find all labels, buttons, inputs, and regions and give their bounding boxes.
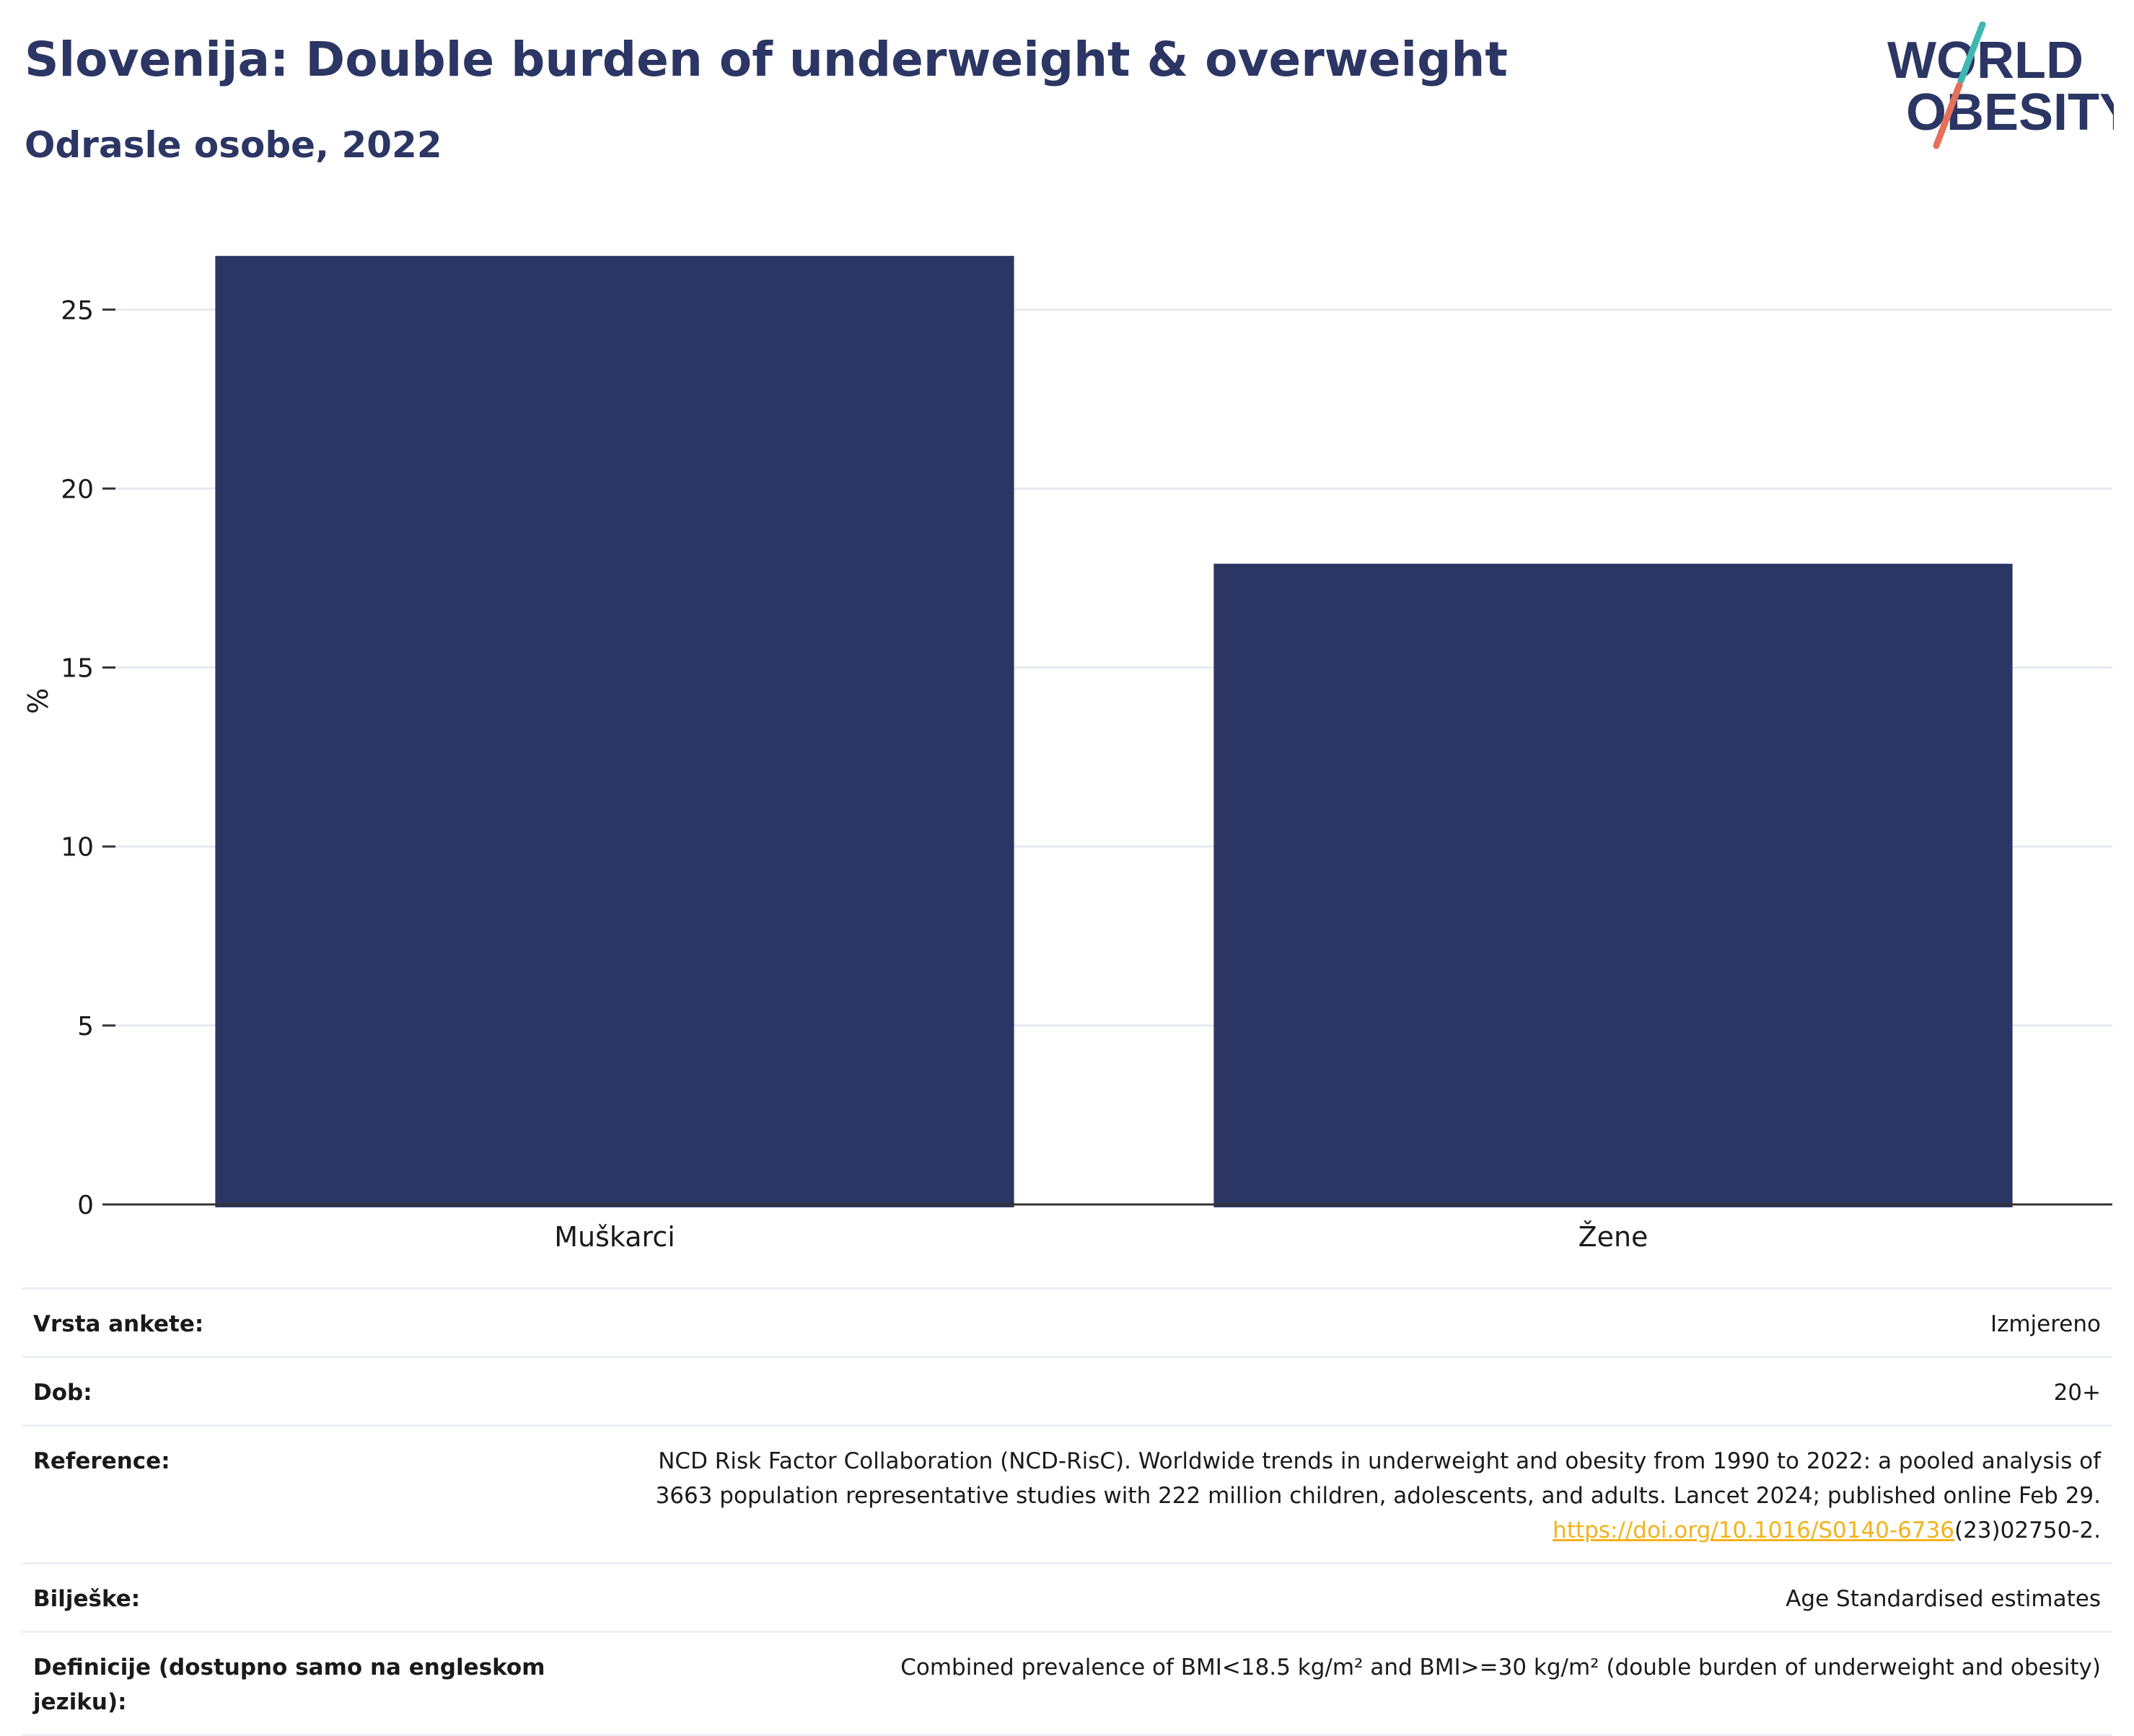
doi-suffix: (23)02750-2. [1954,1517,2101,1543]
chart-title: Slovenija: Double burden of underweight … [25,32,1508,87]
logo-word-world: WORLD [1887,32,2083,89]
meta-value: Combined prevalence of BMI<18.5 kg/m² an… [900,1655,2101,1680]
x-tick-label: Žene [1578,1221,1648,1253]
meta-row-notes: Bilješke: Age Standardised estimates [22,1562,2112,1631]
world-obesity-logo[interactable]: WORLD OBESITY [1876,22,2114,151]
meta-row-reference: Reference: NCD Risk Factor Collaboration… [22,1424,2112,1562]
meta-row-survey-type: Vrsta ankete: Izmjereno [22,1287,2112,1356]
y-tick-label: 5 [77,1012,94,1041]
y-tick-label: 10 [61,833,94,863]
doi-link[interactable]: https://doi.org/10.1016/S0140-6736 [1553,1517,1954,1543]
meta-label: Bilješke: [33,1586,141,1612]
reference-text-line-2: 3663 population representative studies w… [655,1483,2101,1509]
logo-slash-bottom [1933,81,1963,149]
meta-value: Izmjereno [1990,1311,2101,1337]
meta-label: Reference: [33,1448,170,1474]
meta-label: Vrsta ankete: [33,1311,204,1337]
reference-doi-line: https://doi.org/10.1016/S0140-6736(23)02… [553,1513,2101,1548]
y-tick-label: 15 [61,654,94,684]
y-tick-label: 25 [61,296,94,325]
meta-value: Age Standardised estimates [1786,1586,2101,1612]
axes: 0 5 10 15 20 25 Muškarci Žene [61,296,2112,1253]
logo-slash-top [1957,22,1986,84]
meta-row-definitions: Definicije (dostupno samo na engleskom j… [22,1631,2112,1736]
bars [215,255,2013,1207]
bar-1[interactable] [1213,563,2013,1207]
bar-chart: 0 5 10 15 20 25 Muškarci Žene % [22,255,2112,1253]
x-tick-label: Muškarci [554,1221,675,1253]
y-axis-label: % [22,688,54,714]
meta-label: Definicije (dostupno samo na engleskom j… [33,1655,545,1715]
meta-value: 20+ [2053,1380,2101,1406]
meta-value-reference: NCD Risk Factor Collaboration (NCD-RisC)… [553,1444,2101,1548]
bar-0[interactable] [215,255,1014,1207]
meta-label: Dob: [33,1380,92,1406]
reference-text-line-1: NCD Risk Factor Collaboration (NCD-RisC)… [658,1448,2101,1474]
meta-row-age: Dob: 20+ [22,1356,2112,1424]
metadata-table: Vrsta ankete: Izmjereno Dob: 20+ Referen… [22,1287,2112,1736]
chart-subtitle: Odrasle osobe, 2022 [25,124,442,166]
y-tick-label: 20 [61,475,94,504]
y-tick-label: 0 [77,1191,94,1220]
